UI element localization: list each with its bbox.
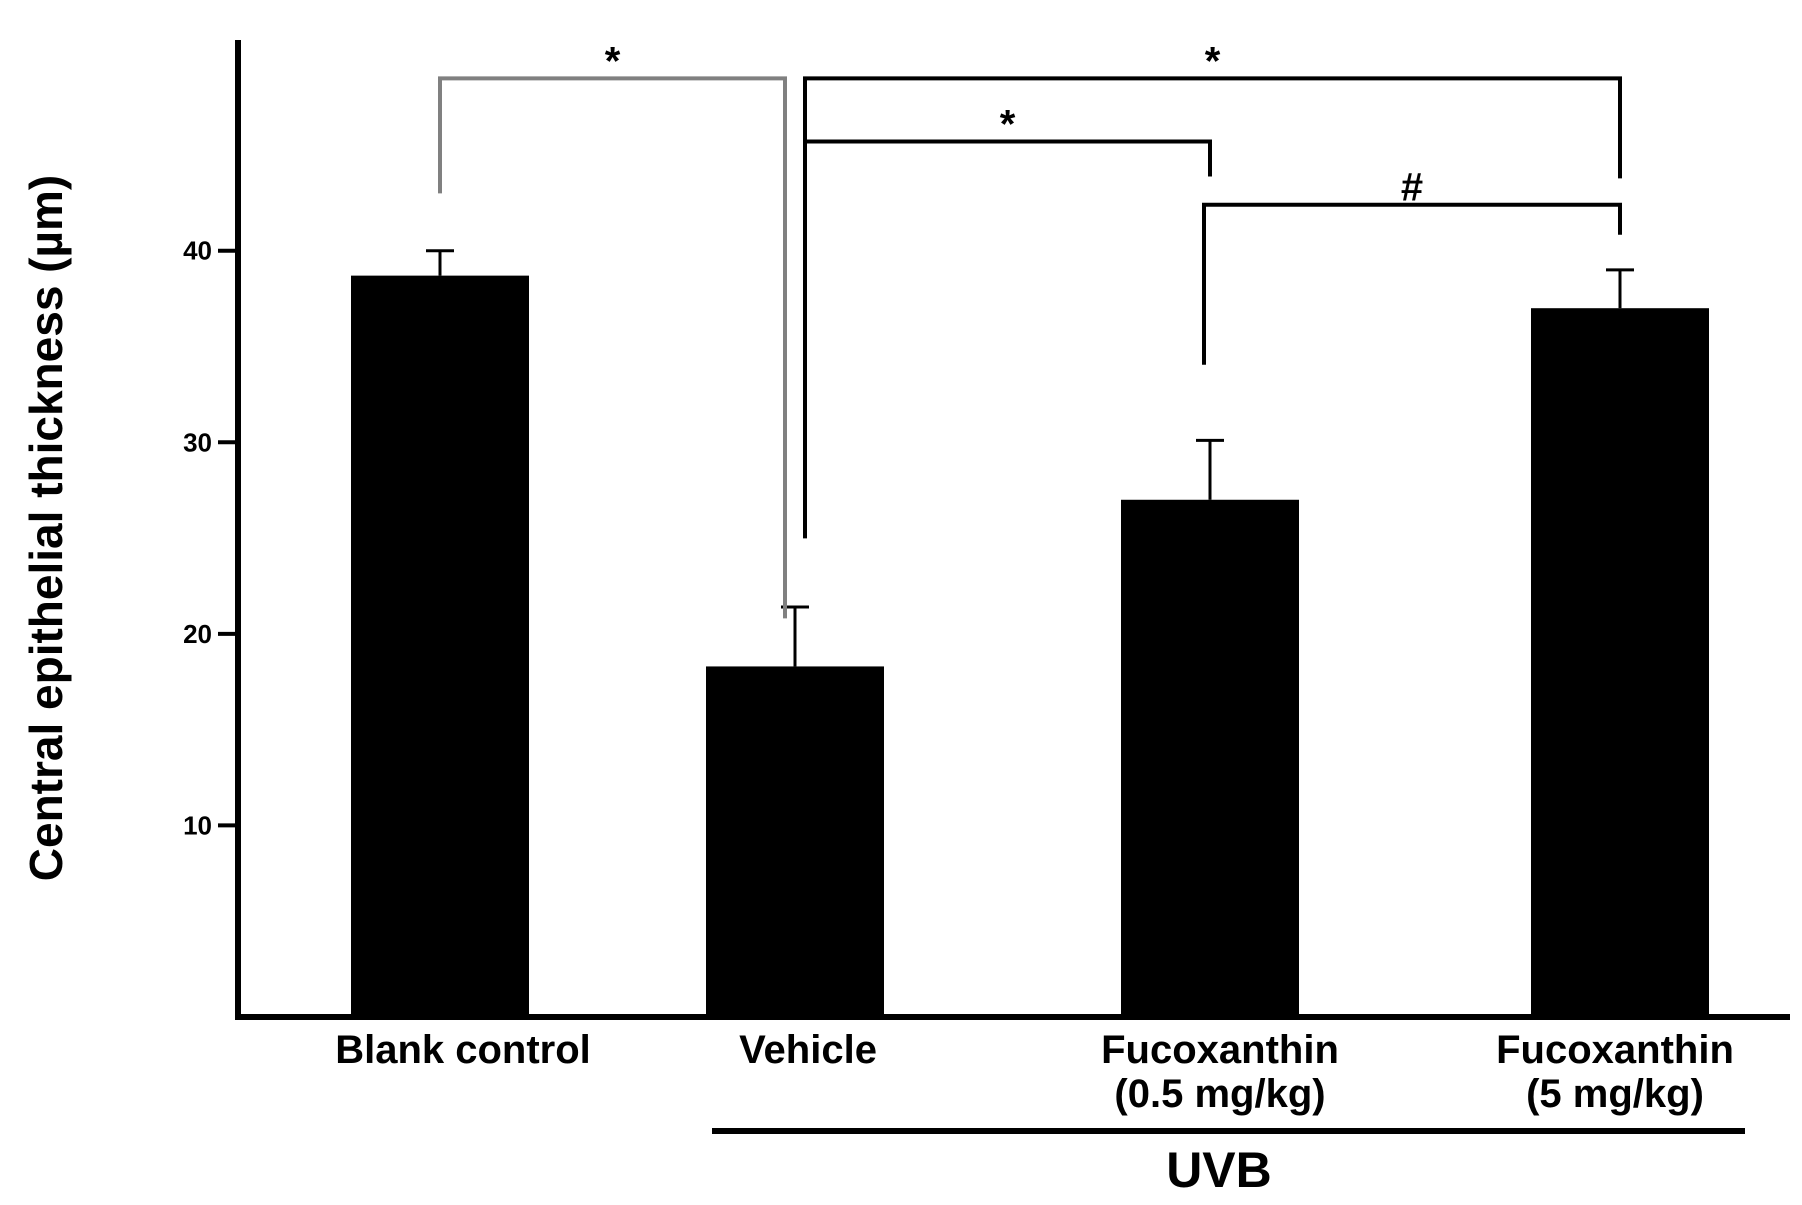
y-ticks: 10 20 30 40 xyxy=(183,236,238,840)
significance-brackets: * * * # xyxy=(438,39,1622,619)
y-tick-label: 20 xyxy=(183,619,212,649)
significance-bracket xyxy=(803,139,1212,532)
y-axis-label: Central epithelial thickness (µm) xyxy=(20,175,72,881)
category-label: (0.5 mg/kg) xyxy=(1114,1072,1325,1116)
category-label: (5 mg/kg) xyxy=(1526,1072,1704,1116)
category-label: Fucoxanthin xyxy=(1496,1028,1734,1072)
group-annotation: UVB xyxy=(712,1128,1745,1198)
significance-marker: * xyxy=(605,39,621,83)
significance-bracket xyxy=(1202,202,1622,365)
category-labels: Blank control Vehicle Fucoxanthin(0.5 mg/k… xyxy=(335,1028,1734,1116)
y-axis-label-group: Central epithelial thickness (µm) xyxy=(20,175,72,881)
significance-marker: * xyxy=(1205,39,1221,83)
significance-marker: * xyxy=(1000,103,1016,147)
bar xyxy=(1531,308,1709,1018)
bar xyxy=(1121,499,1299,1017)
error-bars xyxy=(426,249,1634,667)
significance-marker: # xyxy=(1401,166,1423,210)
y-tick-label: 30 xyxy=(183,427,212,457)
bar xyxy=(706,666,884,1017)
significance-bracket xyxy=(438,76,787,619)
category-label: Vehicle xyxy=(739,1028,877,1072)
significance-bracket xyxy=(803,76,1622,539)
uvb-group-label: UVB xyxy=(1166,1142,1272,1198)
category-label: Blank control xyxy=(335,1028,591,1072)
y-tick-label: 10 xyxy=(183,810,212,840)
category-label: Fucoxanthin xyxy=(1101,1028,1339,1072)
y-tick-label: 40 xyxy=(183,236,212,266)
bars xyxy=(351,275,1709,1018)
bar xyxy=(351,275,529,1018)
